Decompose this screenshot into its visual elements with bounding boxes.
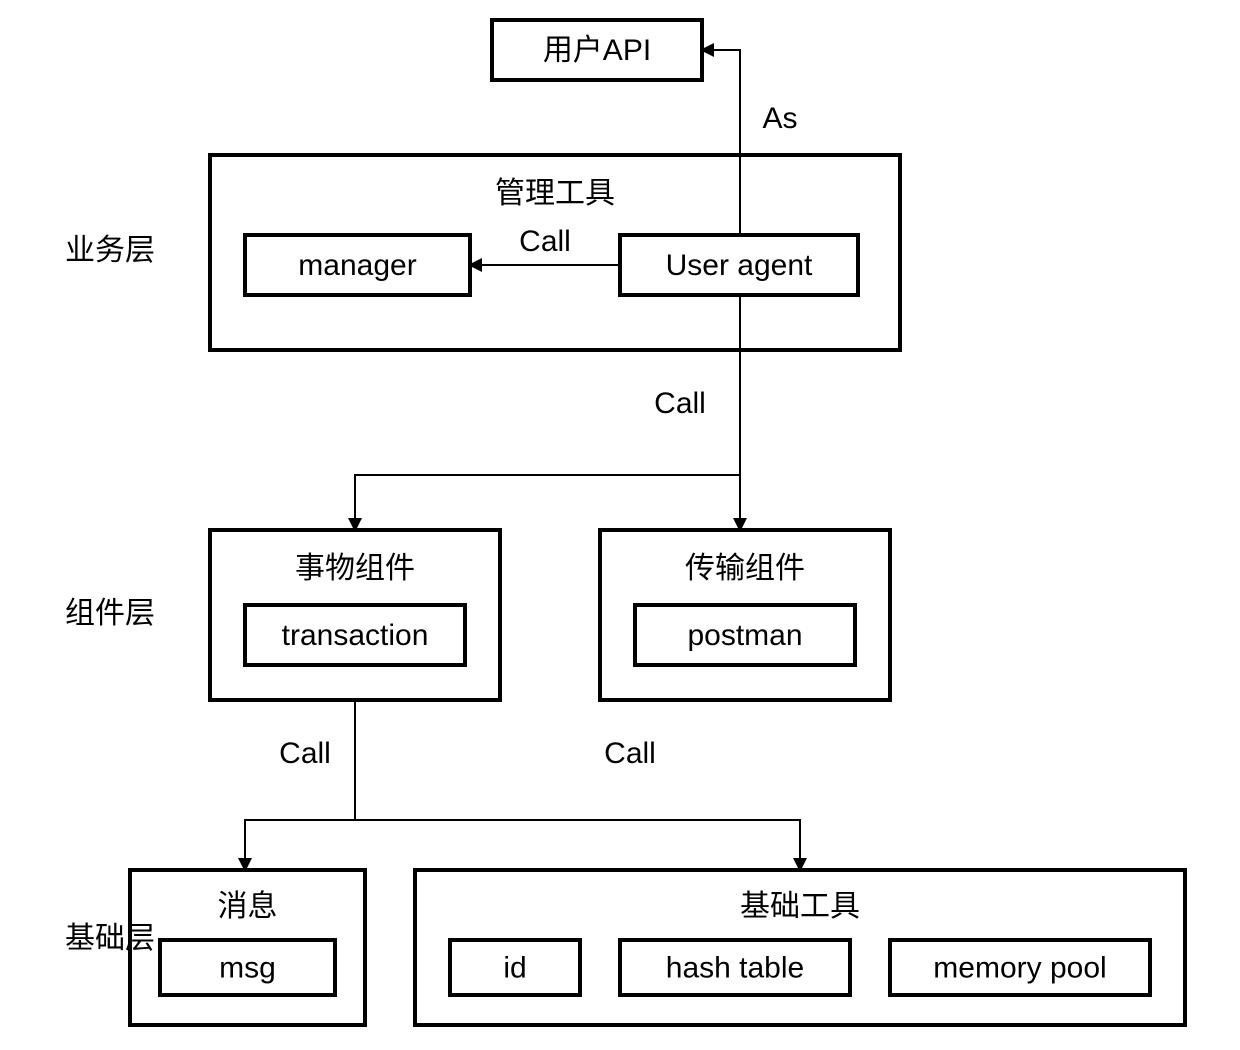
manager-label: manager: [298, 249, 416, 282]
edge-call-components-label: Call: [654, 387, 706, 420]
memory-pool-label: memory pool: [933, 951, 1106, 984]
layer-business: 业务层: [65, 234, 155, 267]
edge-call-base-label-0: Call: [279, 737, 331, 770]
layer-component: 组件层: [65, 597, 155, 630]
id-box-label: id: [503, 951, 526, 984]
base-tools: 基础工具: [415, 870, 1185, 1025]
architecture-diagram: As Call Call Call Call 用户API 管理工具 manager User a…: [0, 0, 1240, 1050]
hash-table: hash table: [620, 940, 850, 995]
transaction: transaction: [245, 605, 465, 665]
user-agent: User agent: [620, 235, 858, 295]
base-tools-title: 基础工具: [740, 890, 860, 923]
transaction-label: transaction: [282, 619, 429, 652]
user-api: 用户API: [492, 20, 702, 80]
id-box: id: [450, 940, 580, 995]
layer-base: 基础层: [65, 922, 155, 955]
edge-as-label: As: [762, 102, 797, 135]
msg: msg: [160, 940, 335, 995]
transport-component-title: 传输组件: [685, 552, 805, 585]
message: 消息: [130, 870, 365, 1025]
edge-call-base: Call Call: [245, 700, 800, 870]
msg-label: msg: [219, 951, 276, 984]
mgmt-tools-title: 管理工具: [495, 177, 615, 210]
hash-table-label: hash table: [666, 951, 804, 984]
transport-component: 传输组件: [600, 530, 890, 700]
manager: manager: [245, 235, 470, 295]
message-title: 消息: [218, 890, 278, 923]
memory-pool: memory pool: [890, 940, 1150, 995]
user-agent-label: User agent: [666, 249, 813, 282]
postman-label: postman: [687, 619, 802, 652]
postman: postman: [635, 605, 855, 665]
edge-as: As: [702, 50, 798, 235]
user-api-label: 用户API: [543, 34, 651, 67]
edge-call-manager-label: Call: [519, 225, 571, 258]
thing-component: 事物组件: [210, 530, 500, 700]
edge-call-base-label-1: Call: [604, 737, 656, 770]
thing-component-title: 事物组件: [295, 552, 415, 585]
edge-call-components: Call: [355, 295, 740, 530]
edge-call-manager: Call: [470, 225, 620, 265]
